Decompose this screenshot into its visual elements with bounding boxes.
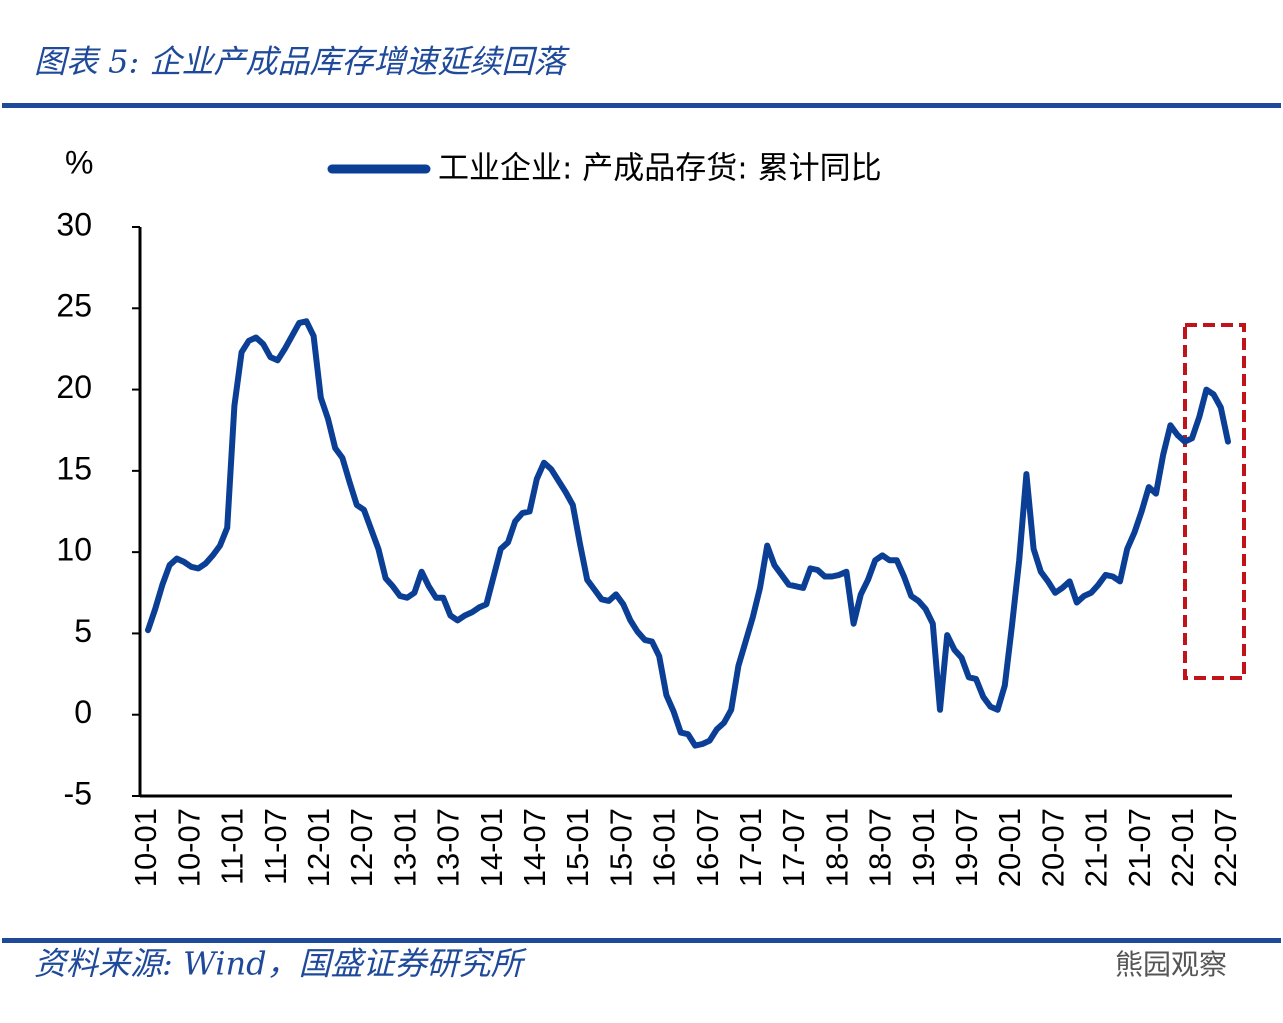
y-tick-label: 20	[56, 369, 92, 405]
x-tick-label: 17-07	[776, 808, 811, 887]
source-note: 资料来源: Wind，国盛证券研究所	[34, 945, 528, 983]
x-tick-label: 12-01	[301, 808, 336, 887]
x-tick-label: 11-07	[258, 808, 293, 885]
x-tick-label: 22-07	[1208, 808, 1243, 887]
chart-title: 图表 5: 企业产成品库存增速延续回落	[34, 43, 570, 81]
x-tick-label: 16-07	[690, 808, 725, 887]
highlight-box	[1183, 323, 1246, 680]
top-rule	[2, 103, 1281, 108]
data-line	[145, 318, 1231, 749]
x-tick-label: 10-07	[171, 808, 206, 887]
x-tick-label: 15-07	[603, 808, 638, 887]
x-tick-label: 21-07	[1122, 808, 1157, 887]
x-tick-label: 20-01	[992, 808, 1027, 887]
x-tick-label: 13-07	[431, 808, 466, 887]
x-tick-label: 19-01	[906, 808, 941, 887]
x-tick-label: 14-01	[474, 808, 509, 887]
x-tick-label: 16-01	[647, 808, 682, 887]
y-tick-label: 15	[56, 450, 92, 486]
y-tick-label: 25	[56, 288, 92, 324]
y-tick-label: 10	[56, 532, 92, 568]
x-tick-label: 15-01	[560, 808, 595, 887]
legend-label: 工业企业: 产成品存货: 累计同比	[438, 151, 882, 187]
watermark: 熊园观察	[1115, 948, 1227, 981]
x-tick-label: 20-07	[1035, 808, 1070, 887]
y-tick-label: 5	[74, 613, 92, 649]
y-unit: %	[65, 144, 93, 180]
y-tick-label: 0	[74, 694, 92, 730]
x-tick-label: 21-01	[1079, 808, 1114, 887]
x-tick-label: 13-01	[387, 808, 422, 887]
bottom-rule	[2, 938, 1281, 943]
x-tick-label: 18-07	[863, 808, 898, 887]
y-tick-label: 30	[56, 206, 92, 242]
x-tick-label: 18-01	[819, 808, 854, 887]
x-tick-label: 12-07	[344, 808, 379, 887]
x-tick-label: 10-01	[128, 808, 163, 887]
x-tick-label: 19-07	[949, 808, 984, 887]
x-tick-label: 11-01	[215, 808, 250, 885]
x-tick-label: 14-07	[517, 808, 552, 887]
x-tick-label: 17-01	[733, 808, 768, 887]
x-tick-label: 22-01	[1165, 808, 1200, 887]
y-tick-label: -5	[64, 775, 92, 811]
